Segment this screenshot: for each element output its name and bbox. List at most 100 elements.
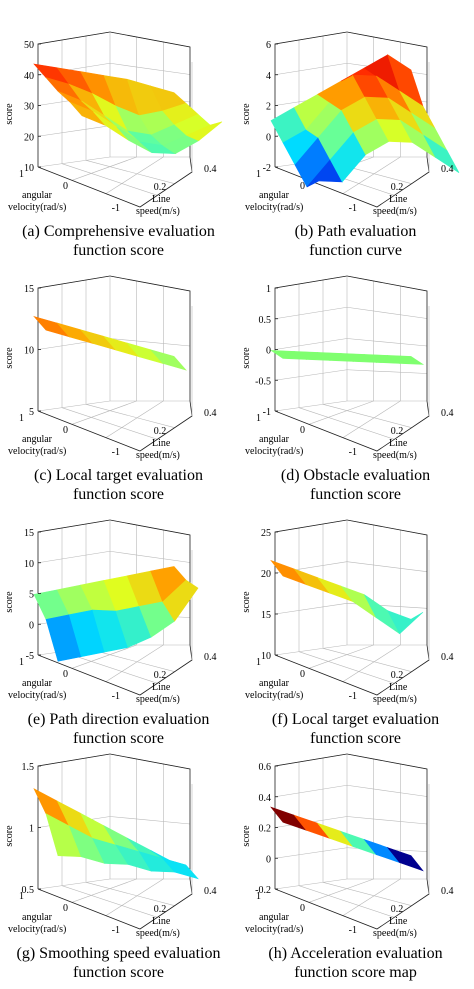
x-tick-label: 0.4 [441, 164, 454, 175]
caption-c: (c) Local target evaluation function sco… [0, 466, 237, 504]
z-axis-label: score [4, 591, 15, 613]
z-tick-label: 20 [261, 569, 271, 580]
surface-c [33, 315, 187, 371]
y-axis-label-line2: velocity(rad/s) [245, 690, 303, 701]
z-tick-label: -0.2 [255, 885, 271, 896]
surface-patch [161, 857, 199, 880]
grid-line-z-1 [37, 550, 111, 564]
x-tick-label: 0.4 [204, 408, 217, 419]
y-tick-label: 0 [63, 669, 68, 680]
y-tick-label: -1 [112, 925, 120, 936]
caption-a-line2: function score [72, 242, 165, 259]
z-tick-label: 10 [24, 346, 34, 357]
chart-a: 5040302010score10-1angularvelocity(rad/s… [4, 31, 223, 217]
y-tick-label: 1 [19, 891, 24, 902]
z-tick-label: 0.5 [259, 315, 272, 326]
floor-grid-a-1 [71, 400, 137, 425]
chart-c: 15105score10-1angularvelocity(rad/s)0.20… [4, 275, 217, 461]
panel-a: 50 40 30 20 10 score 1 0 -1 angular velocity(rad/s… [0, 22, 237, 267]
grid-line-z-4 [37, 156, 111, 168]
axes-box-back [274, 275, 428, 411]
x-axis-label-line2: speed(m/s) [136, 694, 180, 705]
grid-line-z-4 [274, 400, 348, 412]
y-tick-label: -1 [349, 447, 357, 458]
caption-e-line1: (e) Path direction evaluation [27, 711, 210, 728]
surface-patch [386, 355, 425, 365]
caption-d: (d) Obstacle evaluation function score [237, 466, 474, 504]
caption-b-line1: (b) Path evaluation [294, 223, 417, 240]
z-tick-label: 15 [24, 284, 34, 295]
plot-f: 25201510score10-1angularvelocity(rad/s)0… [241, 519, 454, 705]
caption-c-line2: function score [72, 486, 165, 503]
y-tick-label: 0 [300, 903, 305, 914]
y-tick-label: 1 [256, 413, 261, 424]
grid-line-zr-1 [109, 338, 191, 347]
chart-f: 25201510score10-1angularvelocity(rad/s)0… [241, 519, 454, 705]
x-tick-label: 0.2 [154, 670, 167, 681]
caption-d-line2: function score [309, 486, 402, 503]
caption-g: (g) Smoothing speed evaluation function … [0, 944, 237, 982]
axes-box-floor [37, 878, 193, 930]
floor-grid-b-2 [85, 882, 175, 906]
y-axis-label-line2: velocity(rad/s) [8, 690, 66, 701]
axes-box-floor [274, 644, 430, 696]
grid-line-zr-1 [109, 62, 191, 75]
grid-line-zr-1 [346, 306, 428, 319]
grid-line-z-1 [274, 62, 348, 76]
y-axis-label-line1: angular [22, 912, 53, 923]
x-axis-label-line2: speed(m/s) [136, 206, 180, 217]
caption-h-line2: function score map [294, 964, 417, 981]
z-tick-label: 5 [29, 407, 34, 418]
axes-box-floor [274, 878, 430, 930]
x-tick-label: 0.4 [441, 408, 454, 419]
grid-line-z-2 [274, 603, 348, 615]
y-axis-label-line2: velocity(rad/s) [8, 446, 66, 457]
grid-line-zr-1 [109, 816, 191, 825]
x-tick-label: 0.2 [154, 904, 167, 915]
floor-grid-a-2 [342, 400, 401, 438]
z-axis-label: score [241, 591, 252, 613]
grid-line-zr-2 [346, 816, 428, 825]
z-tick-label: 2 [266, 102, 271, 113]
plot-d: 1 0.5 0 -0.5 -1 score 1 0 -1 angularvelocity(rad/… [241, 275, 454, 461]
z-tick-label: -2 [263, 163, 271, 174]
floor-grid-a-2 [342, 644, 401, 682]
axes-box-floor [37, 644, 193, 696]
panel-e: 15 10 5 0 -5 score 1 0 -1 angular velocity(rad/s) 0… [0, 510, 237, 755]
z-tick-label: 10 [261, 651, 271, 662]
x-axis-label-line1: Line [152, 194, 171, 205]
z-tick-label: 50 [24, 40, 34, 51]
y-axis-label-line1: angular [22, 190, 53, 201]
grid-line-z-1 [274, 306, 348, 320]
floor-grid-b-2 [322, 882, 412, 906]
floor-grid-b-2 [322, 404, 412, 428]
y-axis-label-line1: angular [259, 912, 290, 923]
caption-g-line2: function score [72, 964, 165, 981]
grid-line-zr-1 [109, 550, 191, 563]
floor-grid-a-1 [308, 878, 374, 903]
chart-h: 0.6 0.4 0.2 0 -0.2 score 1 0 -1 angularvelocity(r… [241, 753, 454, 939]
x-tick-label: 0.2 [391, 426, 404, 437]
floor-grid-a-1 [308, 400, 374, 425]
y-tick-label: 0 [300, 181, 305, 192]
surface-g [33, 788, 199, 880]
grid-line-z-3 [37, 125, 111, 137]
floor-grid-b-1 [298, 407, 395, 440]
floor-grid-b-1 [298, 651, 395, 684]
z-tick-label: 1 [266, 284, 271, 295]
z-axis-label: score [4, 347, 15, 369]
y-tick-label: -1 [349, 925, 357, 936]
y-tick-label: 1 [256, 169, 261, 180]
z-tick-label: 0.5 [22, 885, 35, 896]
z-tick-label: 5 [29, 590, 34, 601]
floor-grid-b-1 [61, 885, 158, 918]
floor-grid-b-1 [298, 885, 395, 918]
y-axis-label-line1: angular [22, 678, 53, 689]
grid-line-z-2 [37, 878, 111, 890]
y-tick-label: 0 [63, 425, 68, 436]
caption-f: (f) Local target evaluation function sco… [237, 710, 474, 748]
x-tick-label: 0.2 [154, 426, 167, 437]
z-tick-label: 6 [266, 40, 271, 51]
